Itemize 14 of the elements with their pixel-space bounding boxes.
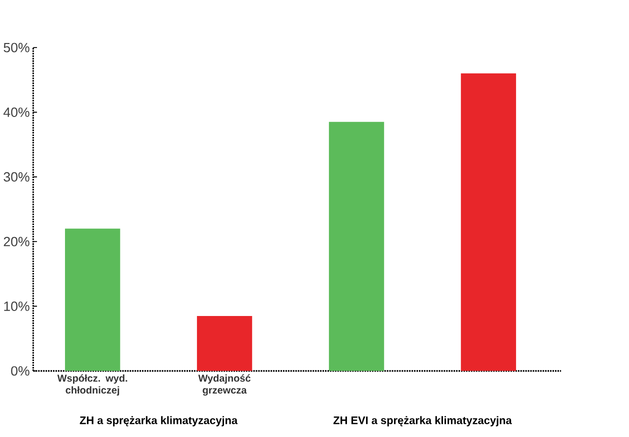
y-tick-label: 0% — [11, 366, 30, 376]
bar — [328, 122, 384, 372]
bar — [196, 316, 252, 372]
y-tick-label: 10% — [4, 302, 30, 312]
bar — [64, 228, 120, 372]
x-tick-label: Współcz. wyd. chłodniczej — [57, 374, 128, 396]
y-tick-label: 30% — [4, 172, 30, 182]
y-tick-label: 20% — [4, 237, 30, 247]
y-tick-label: 40% — [3, 108, 30, 118]
x-tick-label: Wydajność grzewcza — [198, 374, 251, 396]
y-tick-label: 50% — [4, 43, 30, 52]
text: ZH a sprężarka klimatyzacyjna — [80, 416, 238, 427]
bar — [460, 74, 516, 372]
text: ZH EVI a sprężarka klimatyzacyjna — [333, 416, 512, 427]
